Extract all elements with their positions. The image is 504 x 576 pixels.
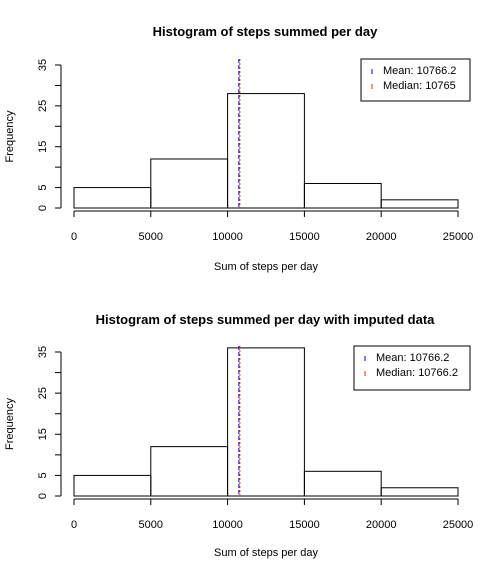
y-tick-label: 0 [37, 205, 49, 211]
legend-box [353, 345, 471, 391]
x-tick-label: 5000 [139, 231, 163, 243]
y-tick-label: 15 [37, 141, 49, 153]
histogram-bar [380, 487, 459, 497]
legend-median-label: Median: 10766.2 [376, 367, 458, 379]
x-tick-label: 15000 [289, 519, 320, 531]
y-tick-label: 25 [37, 100, 49, 112]
x-axis-label: Sum of steps per day [214, 261, 318, 273]
legend-mean-label: Mean: 10766.2 [383, 65, 456, 77]
histogram-bar [303, 182, 382, 209]
histogram-bar [150, 446, 229, 497]
y-axis-label: Frequency [4, 110, 16, 162]
histogram-bar [380, 199, 459, 209]
y-tick-label: 5 [37, 185, 49, 191]
legend-median-label: Median: 10765 [383, 80, 456, 92]
x-tick-label: 25000 [443, 519, 474, 531]
histogram-bar [73, 187, 152, 209]
x-tick-label: 25000 [443, 231, 474, 243]
x-tick-label: 10000 [212, 231, 243, 243]
x-tick-label: 20000 [366, 519, 397, 531]
chart-title: Histogram of steps summed per day with i… [96, 312, 436, 327]
histogram-bar [150, 158, 229, 209]
x-tick-label: 15000 [289, 231, 320, 243]
chart-title: Histogram of steps summed per day [153, 24, 378, 39]
histogram-bar [73, 474, 152, 497]
x-tick-label: 0 [71, 519, 77, 531]
x-tick-label: 0 [71, 231, 77, 243]
y-tick-label: 0 [37, 493, 49, 499]
y-tick-label: 35 [37, 346, 49, 358]
y-tick-label: 15 [37, 428, 49, 440]
y-tick-label: 5 [37, 472, 49, 478]
histogram-bar [227, 93, 305, 209]
histogram-panel-original: Histogram of steps summed per day 0 5000 10… [4, 24, 473, 273]
y-axis-label: Frequency [4, 398, 16, 450]
x-tick-label: 5000 [139, 519, 163, 531]
x-tick-label: 20000 [366, 231, 397, 243]
histogram-bar [303, 470, 382, 497]
legend-mean-label: Mean: 10766.2 [376, 352, 449, 364]
x-tick-label: 10000 [212, 519, 243, 531]
y-tick-label: 25 [37, 387, 49, 399]
histogram-panel-imputed: Histogram of steps summed per day with i… [4, 312, 473, 559]
histogram-bar [227, 347, 305, 497]
x-axis-label: Sum of steps per day [214, 547, 318, 559]
y-tick-label: 35 [37, 59, 49, 71]
legend-box [360, 58, 471, 102]
